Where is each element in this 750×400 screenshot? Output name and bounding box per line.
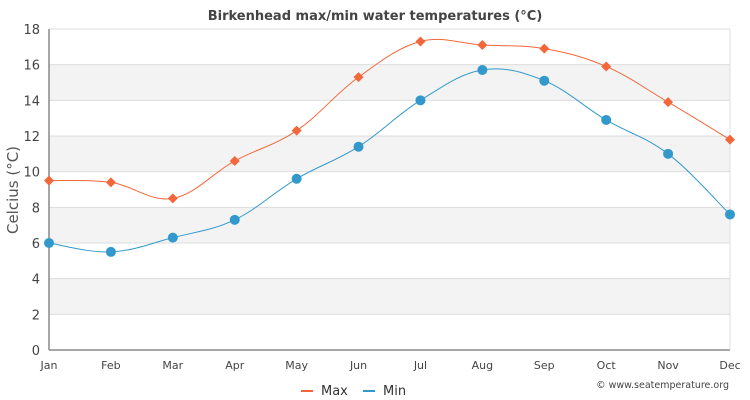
y-axis-label: Celcius (°C) bbox=[4, 146, 22, 234]
legend-item-max[interactable]: Max bbox=[301, 384, 348, 399]
legend: Max Min bbox=[301, 384, 406, 399]
y-tick-label: 4 bbox=[32, 273, 40, 288]
gridlines bbox=[49, 28, 730, 315]
y-tick-label: 0 bbox=[32, 344, 40, 359]
x-tick-label: Apr bbox=[225, 359, 245, 372]
legend-item-min[interactable]: Min bbox=[363, 384, 406, 399]
data-point-max[interactable] bbox=[415, 36, 426, 47]
x-tick-label: May bbox=[285, 359, 308, 372]
plot-band bbox=[49, 136, 730, 172]
plot-band bbox=[49, 64, 730, 101]
chart-title: Birkenhead max/min water temperatures (°… bbox=[208, 9, 543, 24]
x-tick-label: Jun bbox=[349, 359, 367, 372]
plot-band bbox=[49, 278, 730, 315]
data-point-min[interactable] bbox=[44, 238, 54, 248]
data-point-min[interactable] bbox=[353, 141, 364, 152]
x-tick-label: Aug bbox=[472, 359, 493, 372]
y-tick-label: 14 bbox=[23, 94, 40, 109]
data-point-min[interactable] bbox=[601, 114, 612, 125]
legend-label: Max bbox=[321, 384, 348, 399]
data-point-max[interactable] bbox=[725, 134, 735, 145]
data-point-max[interactable] bbox=[229, 155, 240, 166]
x-tick-label: Sep bbox=[534, 359, 555, 372]
data-point-max[interactable] bbox=[105, 177, 116, 188]
legend-label: Min bbox=[383, 384, 406, 399]
plot-band bbox=[49, 207, 730, 243]
data-point-max[interactable] bbox=[539, 43, 550, 54]
data-point-min[interactable] bbox=[477, 65, 488, 76]
data-point-max[interactable] bbox=[167, 193, 178, 204]
x-tick-label: Feb bbox=[101, 359, 120, 372]
data-point-min[interactable] bbox=[291, 173, 302, 184]
data-point-max[interactable] bbox=[663, 97, 674, 108]
series-max bbox=[44, 36, 735, 204]
credit-text[interactable]: © www.seatemperature.org bbox=[596, 380, 729, 391]
data-point-min[interactable] bbox=[415, 95, 426, 106]
y-tick-labels: 0 2 4 6 8 10 12 14 16 18 bbox=[23, 23, 40, 359]
data-point-max[interactable] bbox=[353, 72, 364, 83]
data-point-min[interactable] bbox=[105, 246, 116, 257]
x-tick-label: Oct bbox=[597, 359, 617, 372]
y-tick-label: 16 bbox=[23, 59, 40, 74]
data-point-max[interactable] bbox=[291, 125, 302, 136]
data-point-min[interactable] bbox=[229, 214, 240, 225]
y-tick-label: 8 bbox=[32, 201, 40, 216]
data-point-min[interactable] bbox=[663, 148, 674, 159]
data-point-max[interactable] bbox=[601, 61, 612, 72]
data-point-min[interactable] bbox=[725, 209, 735, 220]
data-point-max[interactable] bbox=[477, 40, 488, 51]
data-point-min[interactable] bbox=[167, 232, 178, 243]
x-tick-labels: Jan Feb Mar Apr May Jun Jul Aug Sep Oct Nov Dec bbox=[40, 359, 741, 372]
y-tick-label: 10 bbox=[23, 166, 40, 181]
y-tick-label: 18 bbox=[23, 23, 40, 38]
x-tick-label: Dec bbox=[719, 359, 740, 372]
x-tick-label: Jan bbox=[40, 359, 58, 372]
x-tick-label: Mar bbox=[162, 359, 183, 372]
series-layer bbox=[44, 36, 735, 257]
y-tick-label: 2 bbox=[32, 308, 40, 323]
data-point-min[interactable] bbox=[539, 75, 550, 86]
y-tick-label: 12 bbox=[23, 130, 40, 145]
series-line-max bbox=[48, 38, 731, 200]
x-tick-label: Nov bbox=[657, 359, 679, 372]
plot-bands bbox=[49, 64, 730, 315]
data-point-max[interactable] bbox=[44, 175, 54, 186]
x-tick-label: Jul bbox=[413, 359, 427, 372]
series-min bbox=[44, 65, 735, 257]
y-tick-label: 6 bbox=[32, 237, 40, 252]
